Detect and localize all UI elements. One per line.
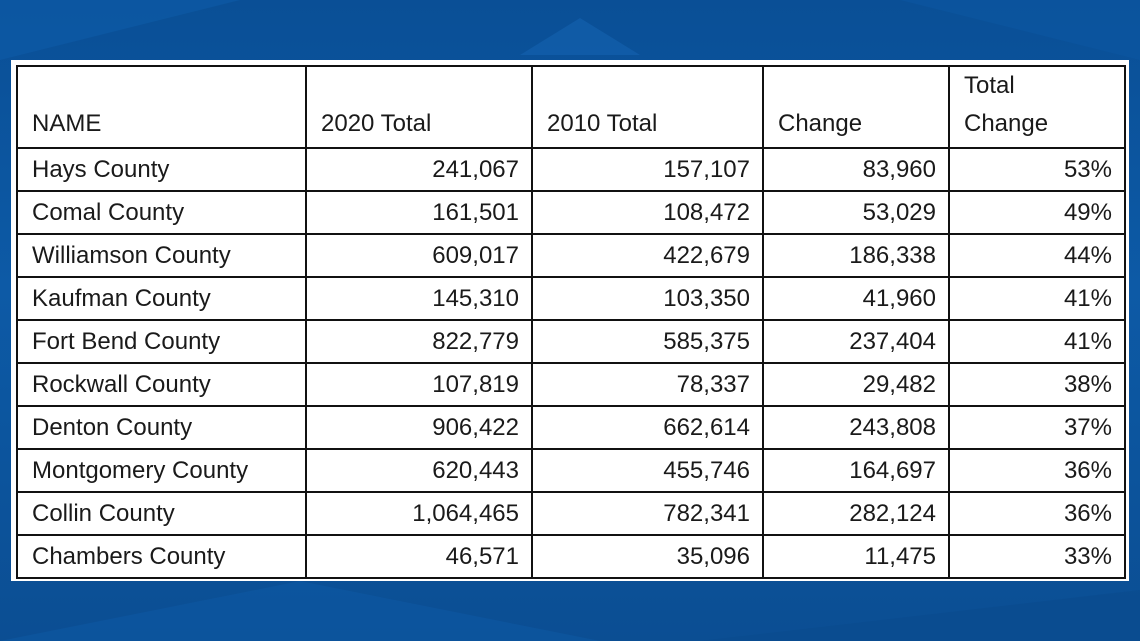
total-change-cell: 33% [948, 534, 1126, 579]
table-row: Hays County 241,067 157,107 83,960 53% [16, 147, 1126, 192]
total-2020-cell: 161,501 [305, 190, 533, 235]
table-panel: NAME 2020 Total 2010 Total Change Total … [11, 60, 1129, 581]
total-2020-cell: 1,064,465 [305, 491, 533, 536]
total-2010-cell: 103,350 [531, 276, 764, 321]
total-change-cell: 38% [948, 362, 1126, 407]
total-2020-cell: 822,779 [305, 319, 533, 364]
total-2010-cell: 585,375 [531, 319, 764, 364]
county-name-cell: Rockwall County [16, 362, 307, 407]
total-2010-cell: 157,107 [531, 147, 764, 192]
total-change-cell: 44% [948, 233, 1126, 278]
table-row: Williamson County 609,017 422,679 186,338 44… [16, 233, 1126, 278]
county-name-cell: Kaufman County [16, 276, 307, 321]
change-cell: 53,029 [762, 190, 950, 235]
header-change: Change [762, 65, 950, 149]
change-cell: 237,404 [762, 319, 950, 364]
total-change-cell: 37% [948, 405, 1126, 450]
table-body: Hays County 241,067 157,107 83,960 53% Comal … [16, 147, 1126, 579]
total-change-cell: 36% [948, 448, 1126, 493]
total-change-cell: 36% [948, 491, 1126, 536]
table-row: Kaufman County 145,310 103,350 41,960 41% [16, 276, 1126, 321]
change-cell: 282,124 [762, 491, 950, 536]
change-cell: 11,475 [762, 534, 950, 579]
total-2020-cell: 46,571 [305, 534, 533, 579]
total-2010-cell: 78,337 [531, 362, 764, 407]
total-change-cell: 41% [948, 319, 1126, 364]
county-name-cell: Fort Bend County [16, 319, 307, 364]
change-cell: 186,338 [762, 233, 950, 278]
total-2020-cell: 620,443 [305, 448, 533, 493]
header-2010-total: 2010 Total [531, 65, 764, 149]
table-row: Rockwall County 107,819 78,337 29,482 38% [16, 362, 1126, 407]
change-cell: 164,697 [762, 448, 950, 493]
county-name-cell: Denton County [16, 405, 307, 450]
total-change-cell: 41% [948, 276, 1126, 321]
total-2010-cell: 662,614 [531, 405, 764, 450]
county-name-cell: Comal County [16, 190, 307, 235]
county-name-cell: Montgomery County [16, 448, 307, 493]
table-row: Collin County 1,064,465 782,341 282,124 36% [16, 491, 1126, 536]
change-cell: 41,960 [762, 276, 950, 321]
total-2020-cell: 107,819 [305, 362, 533, 407]
total-2010-cell: 108,472 [531, 190, 764, 235]
total-2010-cell: 455,746 [531, 448, 764, 493]
header-total-change-line2: Change [964, 110, 1049, 137]
change-cell: 83,960 [762, 147, 950, 192]
county-name-cell: Collin County [16, 491, 307, 536]
total-2020-cell: 145,310 [305, 276, 533, 321]
county-growth-table: NAME 2020 Total 2010 Total Change Total … [16, 65, 1126, 579]
header-2020-total: 2020 Total [305, 65, 533, 149]
total-2010-cell: 782,341 [531, 491, 764, 536]
total-2010-cell: 422,679 [531, 233, 764, 278]
header-row: NAME 2020 Total 2010 Total Change Total … [16, 65, 1126, 149]
change-cell: 243,808 [762, 405, 950, 450]
change-cell: 29,482 [762, 362, 950, 407]
total-2020-cell: 609,017 [305, 233, 533, 278]
table-row: Comal County 161,501 108,472 53,029 49% [16, 190, 1126, 235]
header-total-change-line1: Total [964, 72, 1015, 99]
total-2020-cell: 906,422 [305, 405, 533, 450]
county-name-cell: Chambers County [16, 534, 307, 579]
total-change-cell: 49% [948, 190, 1126, 235]
county-name-cell: Williamson County [16, 233, 307, 278]
county-name-cell: Hays County [16, 147, 307, 192]
header-name: NAME [16, 65, 307, 149]
header-total-change: Total Change [948, 65, 1126, 149]
table-row: Chambers County 46,571 35,096 11,475 33% [16, 534, 1126, 579]
total-2010-cell: 35,096 [531, 534, 764, 579]
table-row: Montgomery County 620,443 455,746 164,697 36… [16, 448, 1126, 493]
table-row: Fort Bend County 822,779 585,375 237,404 41% [16, 319, 1126, 364]
total-2020-cell: 241,067 [305, 147, 533, 192]
total-change-cell: 53% [948, 147, 1126, 192]
table-row: Denton County 906,422 662,614 243,808 37% [16, 405, 1126, 450]
